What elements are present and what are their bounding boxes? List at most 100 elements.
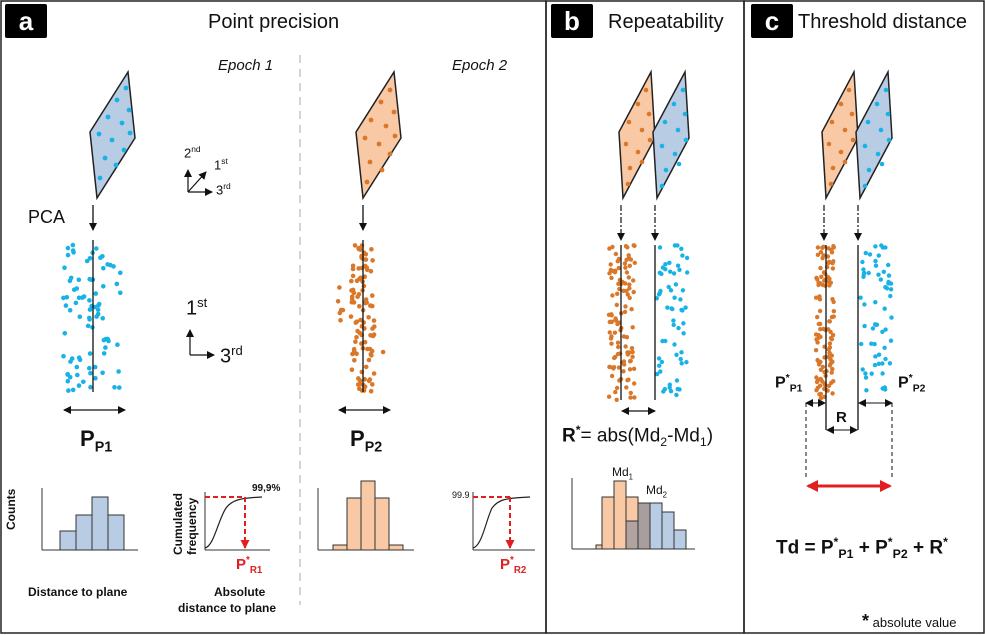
cloud-point: [887, 361, 893, 366]
c-blue-plane: [855, 69, 893, 201]
cloud-point: [349, 294, 355, 300]
cloud-point: [370, 258, 375, 263]
cumulated-frequency-label-2: frequency: [185, 497, 199, 555]
cloud-point: [632, 381, 637, 386]
cloud-point: [348, 314, 354, 319]
cloud-point: [817, 392, 822, 397]
cloud-point: [363, 263, 368, 269]
cloud-point: [861, 267, 866, 272]
cloud-point: [681, 321, 686, 326]
cloud-point: [816, 362, 822, 367]
cloud-point: [884, 286, 890, 291]
cloud-point: [609, 312, 614, 317]
cloud-point: [115, 342, 120, 348]
cloud-point: [667, 385, 672, 390]
cloud-point: [830, 332, 836, 338]
cloud-point: [826, 259, 832, 264]
cloud-point: [886, 262, 891, 268]
cloud-point: [672, 295, 677, 300]
cloud-point: [88, 370, 93, 376]
cumulated-frequency-label-1: Cumulated: [171, 492, 185, 555]
cloud-point: [680, 253, 685, 258]
cloud-point: [68, 275, 74, 281]
cloud-point: [87, 315, 92, 321]
cloud-point: [862, 302, 867, 307]
cloud-point: [609, 341, 614, 346]
cloud-point: [860, 259, 865, 265]
cloud-point: [630, 325, 635, 330]
cloud-point: [614, 385, 620, 391]
epoch1-plane: [89, 69, 136, 201]
pct-label-epoch1: 99,9%: [252, 483, 281, 494]
cloud-point: [860, 367, 865, 372]
cloud-point: [678, 356, 683, 362]
cloud-point: [100, 316, 105, 321]
cloud-point: [863, 371, 868, 376]
cloud-point: [354, 335, 359, 340]
cloud-point: [683, 305, 688, 310]
cloud-point: [74, 364, 80, 370]
cloud-point: [828, 329, 833, 335]
cloud-point: [349, 278, 354, 284]
cloud-point: [829, 380, 834, 385]
cloud-point: [610, 293, 615, 298]
cloud-point: [827, 319, 832, 324]
pr1-label: P*R1: [236, 555, 263, 576]
cloud-point: [94, 246, 99, 251]
cloud-point: [663, 267, 668, 272]
cloud-point: [659, 359, 665, 365]
cloud-point: [368, 333, 373, 338]
cloud-point: [77, 314, 83, 320]
cloud-point: [615, 291, 620, 296]
cloud-point: [656, 292, 662, 297]
cloud-point: [663, 262, 668, 267]
cloud-point: [632, 395, 637, 400]
cloud-point: [68, 359, 73, 364]
cloud-point: [368, 303, 373, 308]
cloud-point: [827, 341, 833, 346]
cloud-point: [70, 387, 76, 393]
cloud-point: [371, 318, 377, 323]
cloud-point: [76, 383, 82, 388]
cloud-point: [825, 254, 831, 259]
cloud-point: [609, 319, 614, 324]
absolute-distance-label-1: Absolute: [214, 585, 266, 599]
cumulative-plot-epoch1: [204, 492, 270, 551]
cloud-point: [815, 245, 821, 250]
cloud-point: [880, 361, 885, 366]
cloud-point: [350, 266, 356, 272]
cloud-point: [864, 388, 869, 393]
cloud-point: [112, 385, 117, 390]
cloud-point: [607, 246, 612, 251]
cloud-point: [814, 388, 819, 393]
counts-label: Counts: [4, 488, 18, 530]
cloud-point: [624, 335, 630, 340]
cloud-point: [815, 252, 821, 257]
big-1st-label: 1st: [186, 295, 208, 320]
cloud-point: [816, 321, 821, 327]
cloud-point: [627, 263, 632, 268]
cloud-point: [363, 252, 369, 257]
cloud-point: [814, 295, 819, 300]
cloud-point: [73, 300, 79, 306]
md2-label: Md2: [646, 483, 668, 500]
cloud-point: [656, 356, 662, 361]
cloud-point: [680, 308, 685, 313]
b-blue-plane-dots: [659, 87, 689, 189]
epoch1-point-cloud: [61, 242, 123, 393]
cloud-point: [669, 306, 674, 311]
pr2-label: P*R2: [500, 555, 527, 576]
cloud-point: [62, 265, 67, 271]
cloud-point: [70, 248, 76, 253]
axes-icon-small: [184, 169, 213, 196]
c-orange-plane-dots: [826, 87, 856, 187]
cloud-point: [674, 378, 680, 383]
c-pp1-label: P*P1: [775, 373, 803, 395]
cloud-point: [657, 245, 663, 250]
cloud-point: [354, 319, 360, 325]
cloud-point: [873, 322, 879, 328]
cloud-point: [101, 284, 106, 289]
cloud-point: [684, 255, 690, 261]
b-blue-cloud: [654, 243, 690, 398]
